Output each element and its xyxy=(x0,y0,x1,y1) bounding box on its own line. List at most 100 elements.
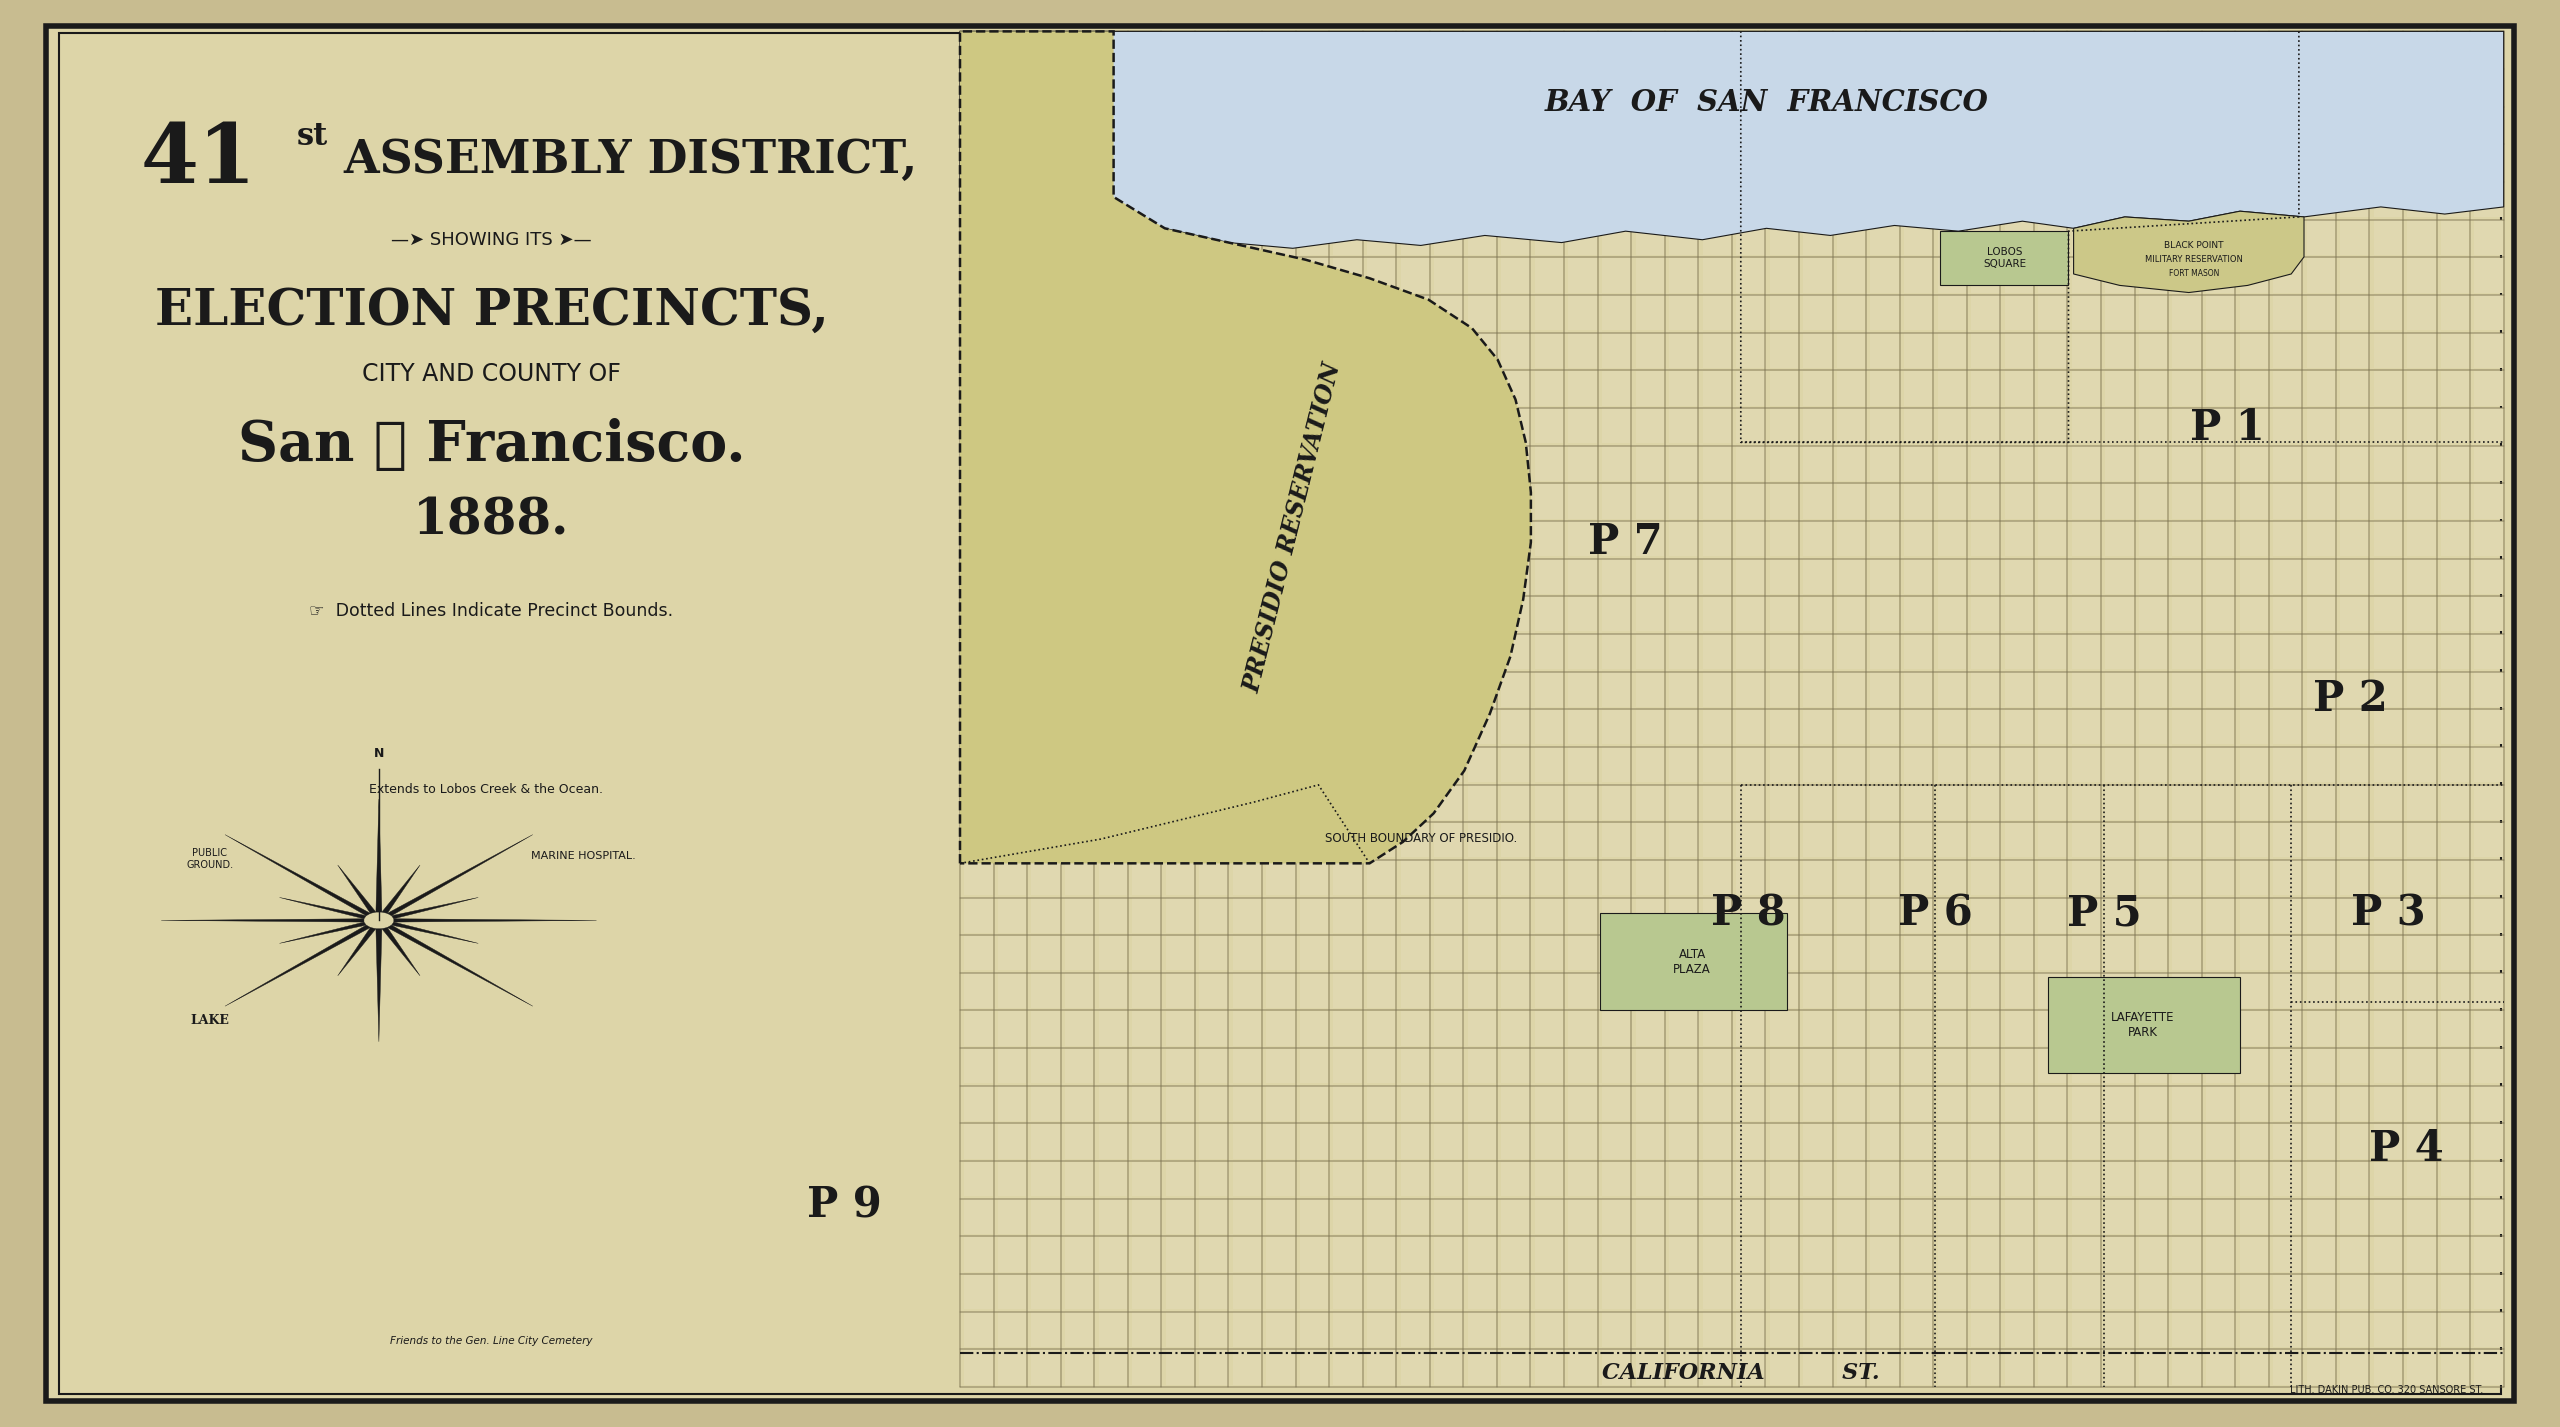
Bar xyxy=(2373,1237,2401,1271)
Bar xyxy=(2440,31,2470,67)
Bar xyxy=(1334,1274,1362,1310)
Bar xyxy=(2207,447,2235,481)
Bar xyxy=(2240,1086,2268,1122)
Bar xyxy=(998,1274,1027,1310)
Bar xyxy=(2140,1274,2168,1310)
Bar xyxy=(1065,709,1093,745)
Bar xyxy=(2476,183,2504,217)
Bar xyxy=(1132,295,1160,330)
Bar xyxy=(1603,484,1631,518)
Bar xyxy=(1032,1049,1060,1083)
Bar xyxy=(2038,1350,2066,1384)
Bar xyxy=(2373,31,2401,67)
Bar xyxy=(1500,1199,1531,1234)
Bar xyxy=(1871,447,1900,481)
Bar xyxy=(1300,936,1329,970)
Bar xyxy=(1098,709,1126,745)
Bar xyxy=(2071,672,2099,706)
Bar xyxy=(1838,1313,1866,1347)
Bar xyxy=(1938,898,1966,933)
Bar xyxy=(1267,521,1295,557)
Bar xyxy=(2476,709,2504,745)
Bar xyxy=(1603,596,1631,632)
Bar xyxy=(1802,559,1833,594)
Bar xyxy=(1769,748,1797,782)
Bar xyxy=(1132,1237,1160,1271)
Bar xyxy=(1400,898,1428,933)
Bar xyxy=(1500,1049,1531,1083)
Bar xyxy=(1300,1350,1329,1384)
Bar xyxy=(1434,822,1462,858)
Bar xyxy=(998,258,1027,293)
Bar xyxy=(1300,70,1329,104)
Bar xyxy=(1198,748,1229,782)
Bar xyxy=(2406,521,2435,557)
Bar xyxy=(1802,332,1833,368)
Bar xyxy=(1905,1162,1933,1196)
Bar xyxy=(1234,709,1262,745)
Bar xyxy=(1198,596,1229,632)
Bar xyxy=(2307,1274,2335,1310)
Bar xyxy=(2104,258,2135,293)
Bar xyxy=(2406,672,2435,706)
Bar xyxy=(2140,408,2168,444)
Bar xyxy=(1802,31,1833,67)
Bar xyxy=(1536,936,1564,970)
Bar xyxy=(2140,183,2168,217)
Bar xyxy=(1234,107,1262,141)
Bar xyxy=(1769,1086,1797,1122)
Bar xyxy=(1603,1313,1631,1347)
Bar xyxy=(2373,1199,2401,1234)
Bar xyxy=(1367,31,1395,67)
Bar xyxy=(1905,748,1933,782)
Bar xyxy=(1165,672,1193,706)
Bar xyxy=(1267,70,1295,104)
Bar xyxy=(1838,1237,1866,1271)
Bar xyxy=(1636,1049,1664,1083)
Bar xyxy=(2071,408,2099,444)
Bar xyxy=(1165,709,1193,745)
Bar xyxy=(1971,332,1999,368)
Bar xyxy=(1536,1237,1564,1271)
Bar xyxy=(1400,295,1428,330)
Bar xyxy=(1132,596,1160,632)
Bar xyxy=(998,332,1027,368)
Bar xyxy=(1871,709,1900,745)
Bar xyxy=(1736,408,1764,444)
Bar xyxy=(2071,484,2099,518)
Bar xyxy=(1434,1199,1462,1234)
Text: P 7: P 7 xyxy=(1587,521,1664,564)
Bar xyxy=(1165,559,1193,594)
Bar xyxy=(965,898,993,933)
Bar xyxy=(1400,484,1428,518)
Bar xyxy=(1669,31,1697,67)
Bar xyxy=(998,107,1027,141)
Bar xyxy=(1669,447,1697,481)
Bar xyxy=(2476,70,2504,104)
Bar xyxy=(1065,70,1093,104)
Bar xyxy=(1536,70,1564,104)
Bar xyxy=(1838,295,1866,330)
Bar xyxy=(1536,1313,1564,1347)
Bar xyxy=(1165,1237,1193,1271)
Bar xyxy=(2004,898,2033,933)
Bar xyxy=(2373,1049,2401,1083)
Bar xyxy=(1971,709,1999,745)
Bar xyxy=(1334,1199,1362,1234)
Bar xyxy=(1198,484,1229,518)
Bar xyxy=(1569,1199,1597,1234)
Bar xyxy=(1636,860,1664,895)
Bar xyxy=(1334,936,1362,970)
Bar xyxy=(1905,521,1933,557)
Bar xyxy=(1098,31,1126,67)
Bar xyxy=(1838,973,1866,1007)
Bar xyxy=(1132,70,1160,104)
Bar xyxy=(1802,1086,1833,1122)
Bar xyxy=(2340,596,2368,632)
Bar xyxy=(2307,1199,2335,1234)
Bar xyxy=(1234,860,1262,895)
Bar xyxy=(1300,748,1329,782)
Bar xyxy=(2476,107,2504,141)
Bar xyxy=(1467,1010,1495,1046)
Bar xyxy=(998,748,1027,782)
